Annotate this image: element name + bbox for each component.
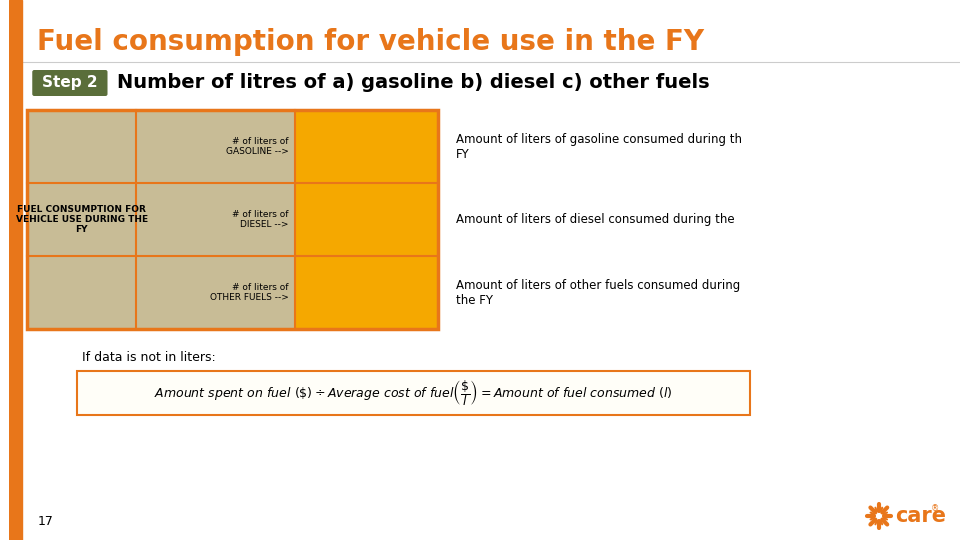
Text: $\mathit{Amount\ spent\ on\ fuel\ (\$)\div Average\ cost\ of\ fuel}$$\left(\dfra: $\mathit{Amount\ spent\ on\ fuel\ (\$)\d… xyxy=(154,378,673,408)
Text: # of liters of
DIESEL -->: # of liters of DIESEL --> xyxy=(232,210,289,229)
Text: # of liters of
GASOLINE -->: # of liters of GASOLINE --> xyxy=(226,137,289,156)
FancyBboxPatch shape xyxy=(33,70,108,96)
Text: Step 2: Step 2 xyxy=(42,76,98,91)
Text: Amount of liters of gasoline consumed during th
FY: Amount of liters of gasoline consumed du… xyxy=(456,132,742,160)
Text: Fuel consumption for vehicle use in the FY: Fuel consumption for vehicle use in the … xyxy=(37,28,705,56)
Text: # of liters of
OTHER FUELS -->: # of liters of OTHER FUELS --> xyxy=(210,283,289,302)
Bar xyxy=(295,110,438,329)
Bar xyxy=(27,110,295,329)
Text: ®: ® xyxy=(931,504,940,514)
Text: Amount of liters of other fuels consumed during
the FY: Amount of liters of other fuels consumed… xyxy=(456,279,740,307)
Text: Number of litres of a) gasoline b) diesel c) other fuels: Number of litres of a) gasoline b) diese… xyxy=(117,73,710,92)
Text: If data is not in liters:: If data is not in liters: xyxy=(82,351,215,364)
Text: care: care xyxy=(895,506,946,526)
Text: FUEL CONSUMPTION FOR
VEHICLE USE DURING THE
FY: FUEL CONSUMPTION FOR VEHICLE USE DURING … xyxy=(15,205,148,234)
Bar xyxy=(77,371,750,415)
Text: Amount of liters of diesel consumed during the: Amount of liters of diesel consumed duri… xyxy=(456,213,734,226)
Bar xyxy=(27,110,438,329)
Bar xyxy=(10,0,22,540)
Text: 17: 17 xyxy=(37,515,53,528)
